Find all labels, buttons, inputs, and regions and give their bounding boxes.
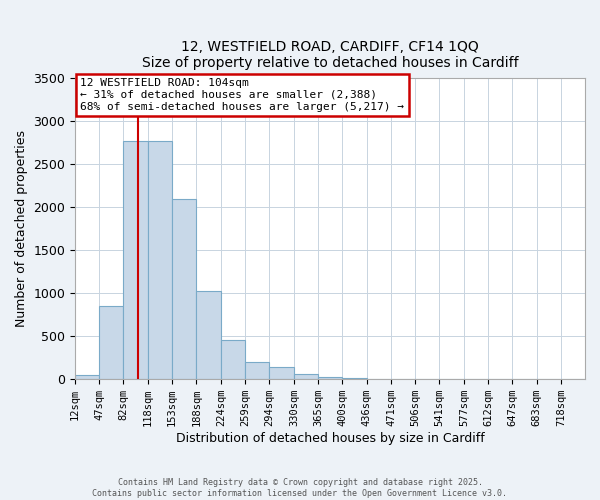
Bar	[99, 306, 124, 379]
Bar	[148, 140, 172, 379]
X-axis label: Distribution of detached houses by size in Cardiff: Distribution of detached houses by size …	[176, 432, 484, 445]
Bar	[196, 290, 221, 379]
Text: Contains HM Land Registry data © Crown copyright and database right 2025.
Contai: Contains HM Land Registry data © Crown c…	[92, 478, 508, 498]
Bar	[342, 378, 367, 379]
Bar	[124, 140, 148, 379]
Bar	[245, 362, 269, 379]
Bar	[75, 375, 99, 379]
Bar	[294, 374, 318, 379]
Bar	[221, 340, 245, 379]
Title: 12, WESTFIELD ROAD, CARDIFF, CF14 1QQ
Size of property relative to detached hous: 12, WESTFIELD ROAD, CARDIFF, CF14 1QQ Si…	[142, 40, 518, 70]
Bar	[172, 198, 196, 379]
Bar	[269, 367, 294, 379]
Y-axis label: Number of detached properties: Number of detached properties	[15, 130, 28, 328]
Bar	[318, 377, 342, 379]
Text: 12 WESTFIELD ROAD: 104sqm
← 31% of detached houses are smaller (2,388)
68% of se: 12 WESTFIELD ROAD: 104sqm ← 31% of detac…	[80, 78, 404, 112]
